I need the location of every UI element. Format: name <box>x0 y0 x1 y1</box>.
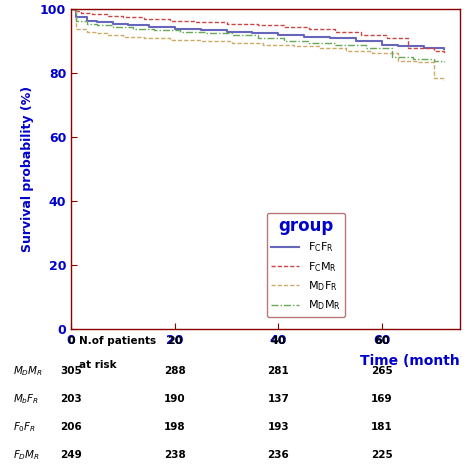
Text: 137: 137 <box>267 394 289 404</box>
Y-axis label: Survival probability (%): Survival probability (%) <box>21 86 35 252</box>
Text: 203: 203 <box>60 394 82 404</box>
Legend: $\mathregular{F_CF_R}$, $\mathregular{F_CM_R}$, $\mathregular{M_DF_R}$, $\mathre: $\mathregular{F_CF_R}$, $\mathregular{F_… <box>267 212 346 317</box>
Text: $M_bF_R$: $M_bF_R$ <box>13 392 39 406</box>
Text: 181: 181 <box>371 422 393 432</box>
Text: 206: 206 <box>60 422 82 432</box>
Text: 238: 238 <box>164 450 186 460</box>
Text: $M_DM_R$: $M_DM_R$ <box>13 364 43 378</box>
Text: Time (month: Time (month <box>360 354 460 368</box>
Text: N.of patients: N.of patients <box>79 336 156 346</box>
Text: 249: 249 <box>60 450 82 460</box>
Text: 225: 225 <box>371 450 393 460</box>
Text: 236: 236 <box>267 450 289 460</box>
Text: 169: 169 <box>371 394 393 404</box>
Text: 281: 281 <box>267 366 289 376</box>
Text: 40: 40 <box>271 336 286 346</box>
Text: 20: 20 <box>167 336 182 346</box>
Text: $F_0F_R$: $F_0F_R$ <box>13 420 36 434</box>
Text: 60: 60 <box>374 336 390 346</box>
Text: 265: 265 <box>371 366 393 376</box>
Text: 198: 198 <box>164 422 185 432</box>
Text: at risk: at risk <box>79 360 117 370</box>
Text: 190: 190 <box>164 394 185 404</box>
Text: 0: 0 <box>67 336 75 346</box>
Text: 193: 193 <box>268 422 289 432</box>
Text: 305: 305 <box>60 366 82 376</box>
Text: $F_DM_R$: $F_DM_R$ <box>13 448 40 462</box>
Text: 288: 288 <box>164 366 186 376</box>
